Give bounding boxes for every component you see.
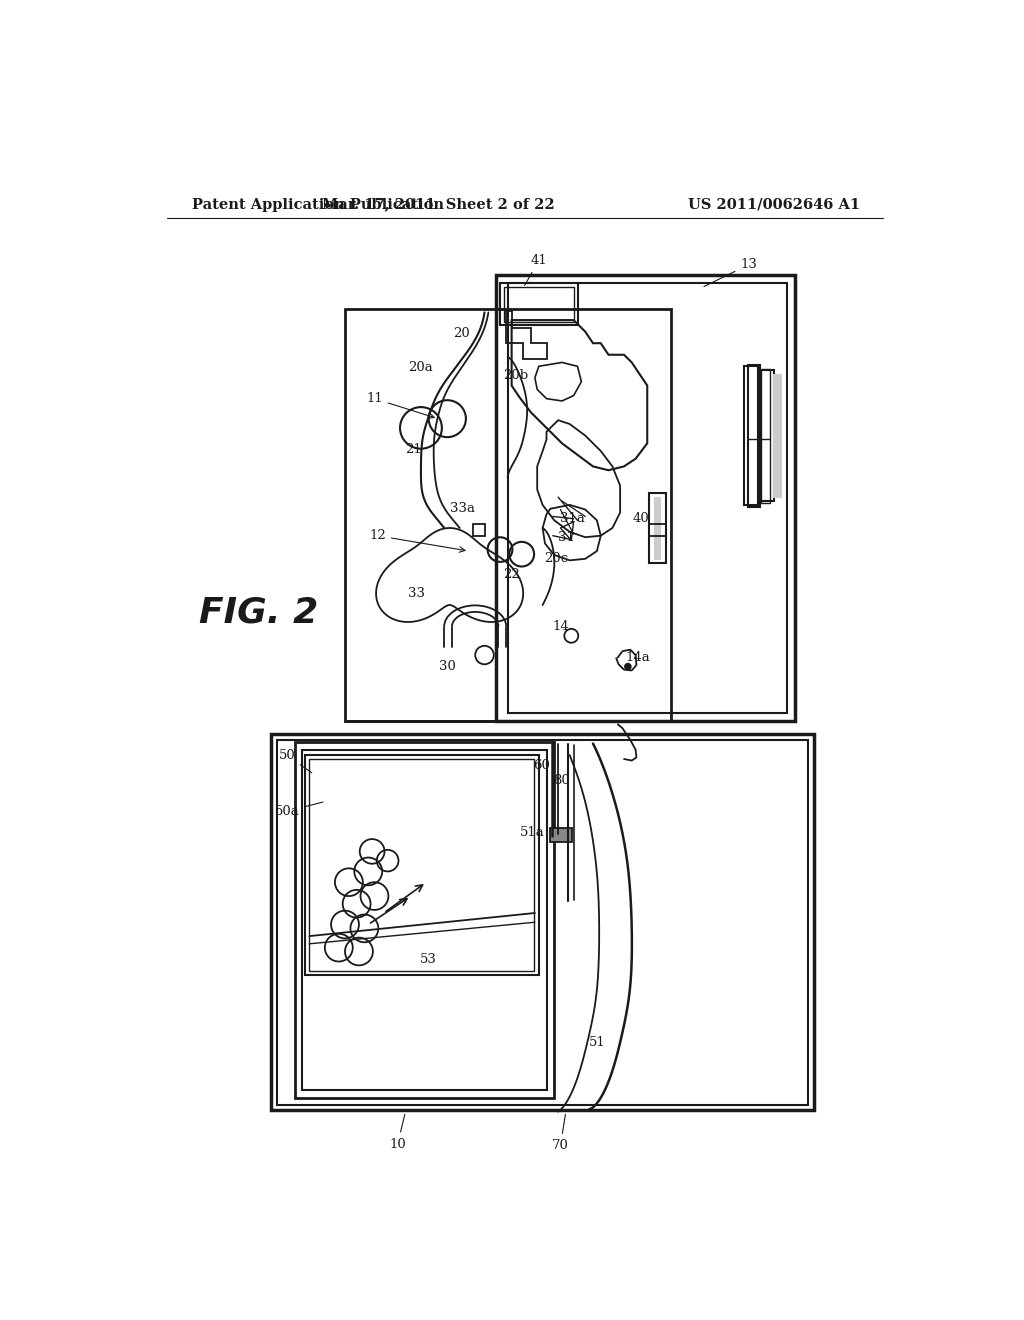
Text: 22: 22 [503,568,520,581]
Bar [550,829,572,842]
Text: 51: 51 [589,1036,605,1049]
Text: Mar. 17, 2011  Sheet 2 of 22: Mar. 17, 2011 Sheet 2 of 22 [322,198,554,211]
Text: 13: 13 [703,259,757,286]
Text: US 2011/0062646 A1: US 2011/0062646 A1 [688,198,860,211]
Text: 14a: 14a [626,651,650,664]
Text: 50: 50 [279,748,311,772]
Bar [345,309,671,721]
Text: 50a: 50a [274,803,323,818]
Text: 51a: 51a [520,825,545,838]
Bar [744,367,758,506]
Text: 31: 31 [558,531,575,544]
Text: 30: 30 [439,660,456,673]
Text: 33: 33 [408,587,425,601]
Bar [504,286,573,322]
Text: 20b: 20b [503,370,528,381]
Text: 20a: 20a [409,362,433,375]
Text: FIG. 2: FIG. 2 [199,595,317,630]
Text: 60: 60 [534,759,550,772]
Bar [276,739,809,1105]
Circle shape [625,664,631,669]
Text: 40: 40 [633,512,649,525]
Text: 20: 20 [453,327,470,341]
Text: 31a: 31a [560,512,586,525]
Text: 11: 11 [366,392,434,418]
Bar [473,524,485,536]
Text: Patent Application Publication: Patent Application Publication [191,198,443,211]
Text: 41: 41 [524,255,547,285]
Text: 80: 80 [554,774,570,787]
Bar [649,494,666,562]
Bar [496,276,795,721]
Bar [302,750,547,1090]
Bar [305,755,539,974]
Text: 12: 12 [370,529,465,552]
Text: 14: 14 [552,620,568,634]
Bar [654,498,660,558]
Text: 10: 10 [389,1114,407,1151]
Text: 20c: 20c [544,552,568,565]
Bar [271,734,814,1110]
Bar [760,370,773,502]
Bar [295,742,554,1098]
Bar [508,284,786,713]
Text: 70: 70 [552,1114,569,1152]
Text: 21: 21 [404,444,422,455]
Bar [309,759,535,970]
Text: 53: 53 [420,953,437,966]
Text: 33a: 33a [451,502,475,515]
Bar [761,368,770,503]
Bar [748,364,760,507]
Bar [773,374,780,498]
Bar [500,284,578,326]
